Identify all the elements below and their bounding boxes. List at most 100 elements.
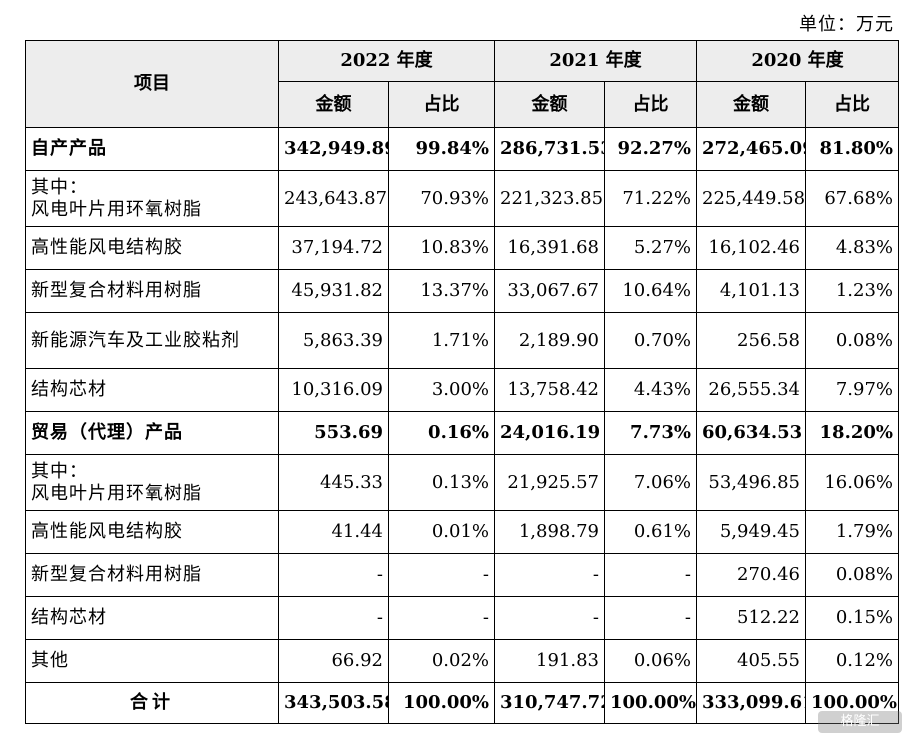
ratio-cell: 0.15% [805, 596, 899, 640]
table-row: 新型复合材料用树脂 - - - -270.46 0.08% [25, 553, 899, 597]
ratio-cell: 4.43% [604, 368, 697, 412]
amount-cell: 13,758.42 [494, 368, 605, 412]
ratio-cell: 1.23% [805, 269, 899, 313]
ratio-cell: 99.84% [388, 127, 495, 171]
amount-cell: 286,731.53 [494, 127, 605, 171]
row-label: 新型复合材料用树脂 [25, 553, 279, 597]
amount-cell: 16,391.68 [494, 226, 605, 270]
table-row: 新能源汽车及工业胶粘剂 5,863.39 1.71% 2,189.90 0.70% 256… [25, 312, 899, 369]
ratio-cell: - [388, 553, 495, 597]
amount-cell: 16,102.46 [696, 226, 806, 270]
amount-cell: 2,189.90 [494, 312, 605, 369]
ratio-cell: 3.00% [388, 368, 495, 412]
row-label: 自产产品 [25, 127, 279, 171]
ratio-cell: 0.08% [805, 553, 899, 597]
amount-cell: 37,194.72 [278, 226, 389, 270]
row-label: 结构芯材 [25, 596, 279, 640]
ratio-cell: 5.27% [604, 226, 697, 270]
amount-cell: 60,634.53 [696, 411, 806, 455]
ratio-cell: - [604, 596, 697, 640]
table-row: 自产产品 342,949.89 99.84% 286,731.53 92.27% 272,… [25, 127, 899, 171]
amount-cell: 10,316.09 [278, 368, 389, 412]
amount-cell: 343,503.58 [278, 682, 389, 724]
ratio-cell: - [388, 596, 495, 640]
year-header-2021: 2021 年度 [494, 40, 697, 82]
amount-header: 金额 [278, 81, 389, 128]
amount-cell: 53,496.85 [696, 454, 806, 511]
amount-cell: - [278, 596, 389, 640]
table-row: 高性能风电结构胶 41.44 0.01% 1,898.79 0.61% 5,949.45 1… [25, 510, 899, 554]
amount-cell: 41.44 [278, 510, 389, 554]
ratio-cell: 100.00% [388, 682, 495, 724]
table-row: 贸易（代理）产品 553.69 0.16% 24,016.19 7.73% 60,634.… [25, 411, 899, 455]
table-header: 项目 2022 年度 2021 年度 2020 年度 金额 占比 金额 占比 金… [25, 40, 899, 128]
amount-cell: 26,555.34 [696, 368, 806, 412]
row-label: 其中： 风电叶片用环氧树脂 [25, 454, 279, 511]
ratio-cell: 1.79% [805, 510, 899, 554]
ratio-cell: 10.83% [388, 226, 495, 270]
revenue-table: 项目 2022 年度 2021 年度 2020 年度 金额 占比 金额 占比 金… [25, 40, 899, 724]
table-row: 结构芯材 - - - -512.22 0.15% [25, 596, 899, 640]
amount-cell: 342,949.89 [278, 127, 389, 171]
ratio-cell: 0.12% [805, 639, 899, 683]
ratio-cell: 18.20% [805, 411, 899, 455]
amount-cell: 333,099.61 [696, 682, 806, 724]
table-row: 合计 343,503.58 100.00% 310,747.72 100.00% 333,… [25, 682, 899, 724]
table-row: 其他 66.92 0.02% 191.83 0.06% 405.55 0.12% [25, 639, 899, 683]
ratio-cell: 7.97% [805, 368, 899, 412]
amount-cell: 5,863.39 [278, 312, 389, 369]
amount-cell: 21,925.57 [494, 454, 605, 511]
table-row: 新型复合材料用树脂 45,931.82 13.37% 33,067.67 10.64% 4… [25, 269, 899, 313]
ratio-cell: 7.73% [604, 411, 697, 455]
ratio-cell: 100.00% [805, 682, 899, 724]
amount-cell: 221,323.85 [494, 170, 605, 227]
row-label: 其中： 风电叶片用环氧树脂 [25, 170, 279, 227]
item-header: 项目 [25, 40, 279, 128]
amount-cell: - [494, 553, 605, 597]
amount-cell: 243,643.87 [278, 170, 389, 227]
row-label: 高性能风电结构胶 [25, 510, 279, 554]
amount-cell: 66.92 [278, 639, 389, 683]
ratio-cell: 81.80% [805, 127, 899, 171]
ratio-cell: 71.22% [604, 170, 697, 227]
amount-cell: - [494, 596, 605, 640]
amount-cell: 256.58 [696, 312, 806, 369]
amount-cell: 445.33 [278, 454, 389, 511]
amount-cell: 45,931.82 [278, 269, 389, 313]
row-label: 新型复合材料用树脂 [25, 269, 279, 313]
amount-cell: 24,016.19 [494, 411, 605, 455]
ratio-cell: 100.00% [604, 682, 697, 724]
table-row: 其中： 风电叶片用环氧树脂 243,643.87 70.93% 221,323.85 71… [25, 170, 899, 227]
amount-cell: 270.46 [696, 553, 806, 597]
amount-cell: 5,949.45 [696, 510, 806, 554]
amount-cell: 553.69 [278, 411, 389, 455]
ratio-header: 占比 [604, 81, 697, 128]
amount-cell: 225,449.58 [696, 170, 806, 227]
unit-label: 单位：万元 [799, 14, 894, 35]
ratio-header: 占比 [805, 81, 899, 128]
ratio-cell: 10.64% [604, 269, 697, 313]
ratio-cell: - [604, 553, 697, 597]
table-row: 结构芯材 10,316.09 3.00% 13,758.42 4.43% 26,555.3… [25, 368, 899, 412]
ratio-cell: 16.06% [805, 454, 899, 511]
ratio-cell: 0.02% [388, 639, 495, 683]
ratio-cell: 4.83% [805, 226, 899, 270]
amount-cell: 33,067.67 [494, 269, 605, 313]
table-row: 高性能风电结构胶 37,194.72 10.83% 16,391.68 5.27% 16,… [25, 226, 899, 270]
ratio-cell: 0.01% [388, 510, 495, 554]
amount-header: 金额 [696, 81, 806, 128]
ratio-cell: 0.08% [805, 312, 899, 369]
ratio-cell: 70.93% [388, 170, 495, 227]
row-label: 合计 [25, 682, 279, 724]
ratio-cell: 92.27% [604, 127, 697, 171]
amount-cell: 512.22 [696, 596, 806, 640]
amount-header: 金额 [494, 81, 605, 128]
ratio-cell: 67.68% [805, 170, 899, 227]
row-label: 高性能风电结构胶 [25, 226, 279, 270]
row-label: 新能源汽车及工业胶粘剂 [25, 312, 279, 369]
ratio-cell: 0.06% [604, 639, 697, 683]
ratio-cell: 0.70% [604, 312, 697, 369]
ratio-cell: 0.13% [388, 454, 495, 511]
table-body: 自产产品 342,949.89 99.84% 286,731.53 92.27% 272,… [25, 127, 899, 724]
amount-cell: 4,101.13 [696, 269, 806, 313]
